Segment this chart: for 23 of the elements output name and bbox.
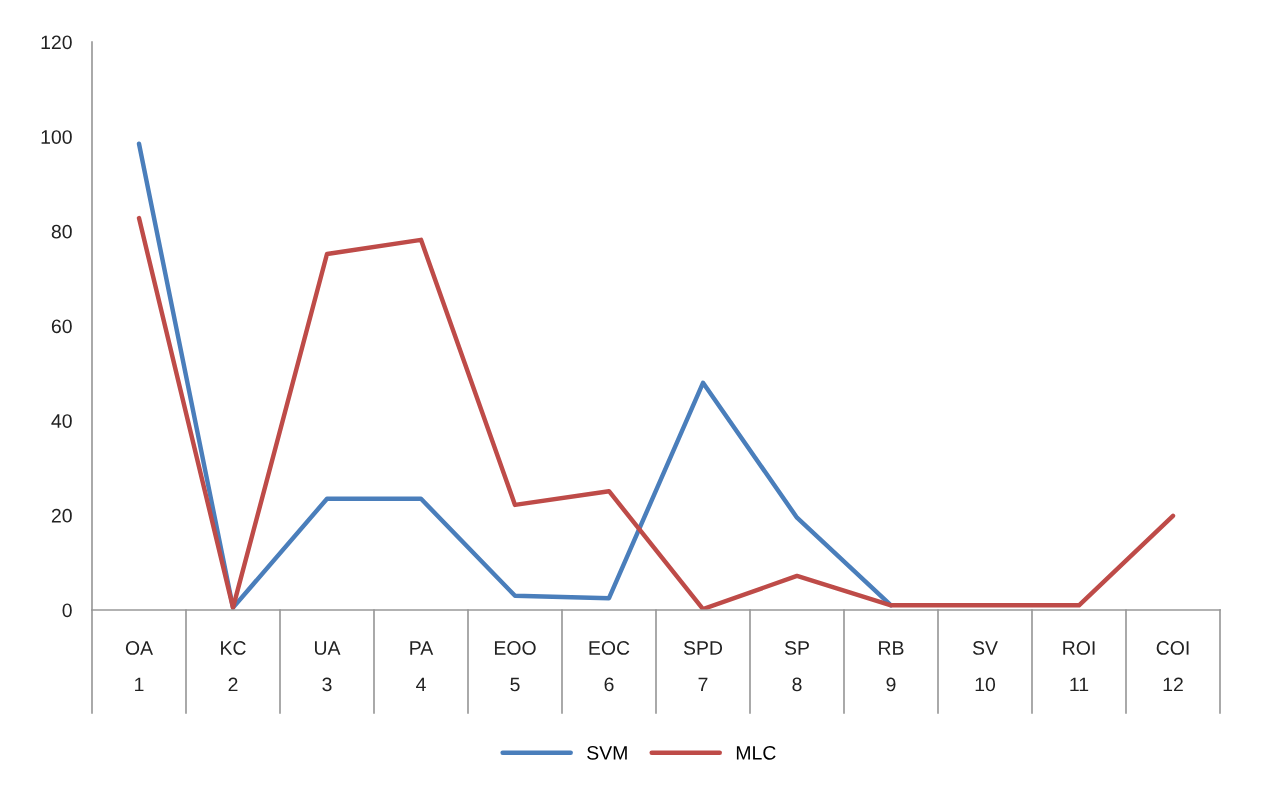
- legend-label: SVM: [587, 745, 627, 760]
- legend-label: MLC: [736, 745, 776, 760]
- y-tick-label: 40: [51, 414, 72, 428]
- x-tick-label: KC 2: [221, 641, 246, 692]
- x-tick-label: RB 9: [879, 641, 904, 692]
- line-series: [136, 215, 1176, 610]
- x-tick-label: PA 4: [410, 641, 434, 692]
- y-tick-label: 0: [62, 603, 72, 618]
- y-tick-label: 80: [51, 224, 72, 239]
- x-tick-label: EOC 6: [589, 641, 630, 692]
- x-tick-label: SP 8: [784, 641, 809, 692]
- line-series: [136, 141, 894, 610]
- x-tick-label: EOO 5: [494, 641, 536, 692]
- x-tick-label: ROI 11: [1063, 641, 1095, 692]
- x-tick-label: OA 1: [125, 641, 154, 692]
- y-tick-label: 120: [41, 35, 72, 50]
- x-tick-label: SV 10: [972, 641, 998, 692]
- x-tick-label: SPD 7: [683, 641, 723, 692]
- x-tick-label: UA 3: [314, 641, 341, 692]
- y-tick-label: 20: [51, 508, 72, 523]
- x-tick-label: COI 12: [1156, 641, 1189, 692]
- y-tick-label: 100: [41, 130, 72, 144]
- y-tick-label: 60: [51, 319, 72, 334]
